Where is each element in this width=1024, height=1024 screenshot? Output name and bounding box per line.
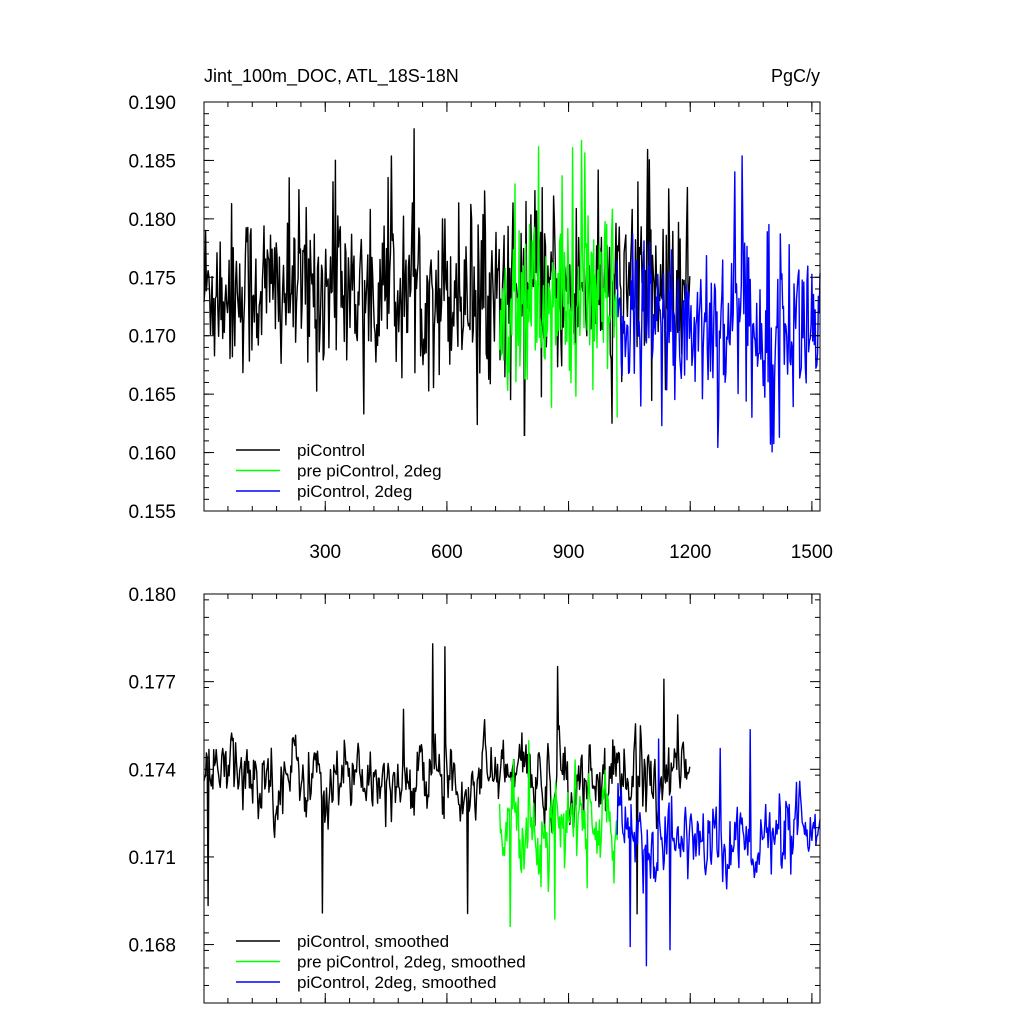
plot-frame: [203, 101, 821, 512]
y-tick-label: 0.160: [128, 444, 176, 465]
x-tick-label: 1500: [791, 542, 833, 563]
series-line-0: [203, 128, 691, 458]
series-line-0: [203, 643, 691, 915]
y-tick-label: 0.171: [128, 848, 176, 869]
series-line-1: [498, 740, 618, 934]
bottom-panel: 0.168 0.171 0.174 0.177 0.180 piControl, smo…: [128, 585, 821, 1004]
legend-label: piControl: [297, 441, 365, 460]
series-line-2: [616, 155, 821, 453]
x-tick-label: 900: [553, 542, 585, 563]
ticks-layer: 0.155 0.160 0.165 0.170 0.175 0.180 0.185 0.190…: [128, 93, 833, 563]
x-tick-label: 300: [309, 542, 341, 563]
y-tick-label: 0.180: [128, 585, 176, 606]
legend-label: piControl, 2deg: [297, 482, 412, 501]
y-tick-label: 0.174: [128, 760, 176, 781]
y-tick-label: 0.168: [128, 936, 176, 957]
chart-title: Jint_100m_DOC, ATL_18S-18N: [204, 66, 459, 87]
legend-label: piControl, 2deg, smoothed: [297, 973, 496, 992]
y-tick-label: 0.190: [128, 93, 176, 114]
y-tick-label: 0.185: [128, 151, 176, 172]
series-layer: [203, 128, 821, 458]
y-tick-label: 0.155: [128, 502, 176, 523]
legend: piControl, smoothed pre piControl, 2deg, …: [232, 927, 562, 992]
legend-label: piControl, smoothed: [297, 932, 449, 951]
y-tick-label: 0.175: [128, 268, 176, 289]
plot-frame: [203, 593, 821, 1004]
legend-label: pre piControl, 2deg: [297, 462, 442, 481]
y-tick-label: 0.177: [128, 673, 176, 694]
series-line-1: [498, 139, 618, 418]
y-tick-label: 0.170: [128, 327, 176, 348]
legend-label: pre piControl, 2deg, smoothed: [297, 953, 526, 972]
ticks-layer: 0.168 0.171 0.174 0.177 0.180: [128, 585, 820, 1004]
y-tick-label: 0.165: [128, 385, 176, 406]
units-label: PgC/y: [771, 66, 820, 86]
top-panel: Jint_100m_DOC, ATL_18S-18N PgC/y 0.1550.…: [128, 66, 833, 563]
legend-background: [232, 927, 562, 989]
series-line-2: [616, 729, 821, 967]
x-tick-label: 600: [431, 542, 463, 563]
legend-background: [232, 436, 562, 498]
series-layer: [203, 643, 821, 967]
y-tick-label: 0.180: [128, 210, 176, 231]
x-tick-label: 1200: [669, 542, 711, 563]
